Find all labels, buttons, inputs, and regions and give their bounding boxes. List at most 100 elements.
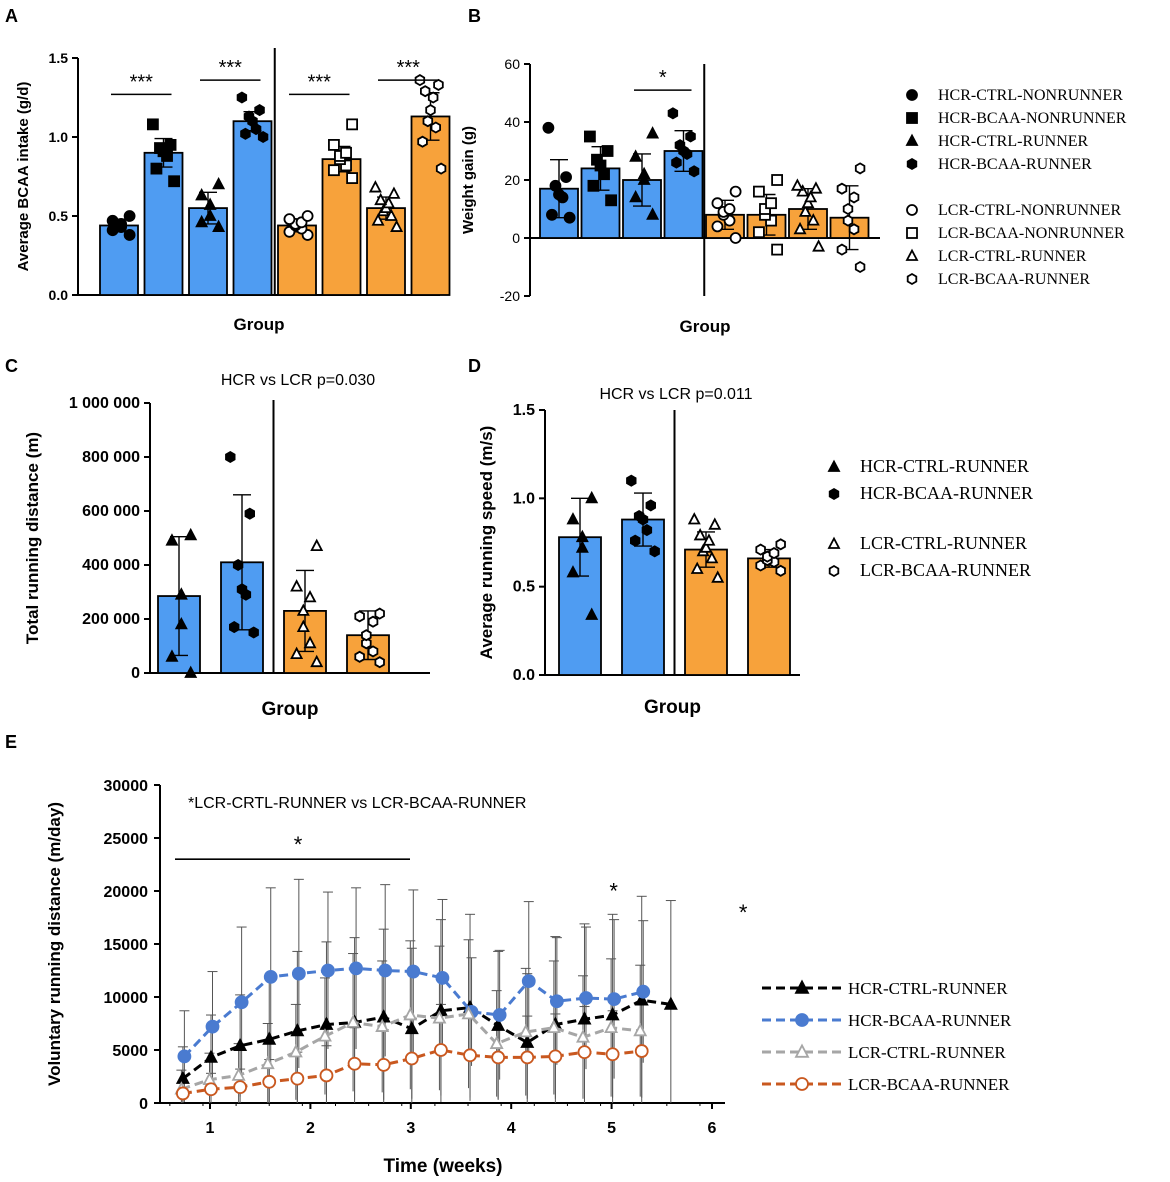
y-tick-label: 1.0 — [513, 490, 535, 507]
y-axis-label: Weight gain (g) — [460, 126, 477, 234]
data-point — [566, 512, 580, 525]
series-line-3 — [182, 1048, 642, 1095]
data-point — [328, 138, 340, 151]
data-point — [175, 1086, 190, 1101]
y-tick-label: 60 — [504, 56, 520, 72]
data-point — [633, 1022, 648, 1037]
significance-stars: *** — [397, 57, 421, 79]
data-point — [605, 194, 618, 207]
data-point — [753, 185, 765, 198]
data-point — [154, 142, 166, 154]
x-tick-label: 3 — [406, 1120, 415, 1137]
data-point — [146, 118, 159, 131]
y-tick-label: 20 — [504, 172, 520, 188]
y-tick-label: 30000 — [104, 778, 149, 795]
data-point — [579, 991, 593, 1005]
panel-e-line-chart: 0 5000 10000 15000 20000 25000 30000 1 2 3 4 5 6 Time… — [45, 778, 748, 1177]
data-point — [195, 188, 209, 201]
data-point — [244, 507, 256, 520]
bar — [143, 151, 184, 296]
data-point — [708, 517, 722, 530]
data-point — [434, 1043, 448, 1057]
panel-label-a: A — [5, 6, 18, 26]
data-point — [629, 189, 643, 203]
y-tick-label: 15000 — [104, 937, 149, 954]
data-point — [346, 118, 359, 131]
data-point — [765, 197, 777, 210]
y-tick-label: 25000 — [104, 831, 149, 848]
panel-label-d: D — [468, 356, 481, 376]
data-point — [404, 1020, 419, 1035]
y-tick-label: 400 000 — [82, 557, 140, 574]
bar — [366, 207, 406, 296]
data-point — [403, 1007, 418, 1021]
data-point — [233, 1037, 248, 1052]
data-point — [711, 220, 724, 233]
legend-marker — [906, 204, 918, 216]
data-point — [165, 649, 179, 662]
y-tick-label: 1.5 — [49, 50, 69, 66]
data-point — [806, 213, 820, 226]
y-tick-label: 1 000 000 — [69, 395, 140, 412]
data-point — [729, 185, 742, 198]
legend-label: LCR-CTRL-RUNNER — [848, 1043, 1006, 1062]
bar — [684, 548, 728, 676]
data-point — [303, 589, 317, 603]
legend-marker — [795, 1077, 809, 1091]
legend-panel-e: HCR-CTRL-RUNNER HCR-BCAA-RUNNER LCR-CTRL-R… — [762, 979, 1012, 1094]
data-point — [236, 91, 248, 104]
significance-stars: *** — [130, 71, 154, 93]
y-axis-label: Total running distance (m) — [23, 432, 42, 644]
y-tick-label: 0 — [131, 665, 140, 682]
data-point — [854, 162, 866, 175]
y-tick-label: 0.5 — [49, 208, 69, 224]
data-point — [563, 211, 576, 224]
data-point — [195, 214, 209, 228]
legend-label: HCR-BCAA-NONRUNNER — [938, 110, 1127, 127]
data-point — [637, 172, 651, 185]
data-point — [688, 165, 700, 178]
data-point — [346, 172, 359, 184]
data-point — [212, 219, 226, 232]
chart-title: *LCR-CRTL-RUNNER vs LCR-BCAA-RUNNER — [188, 795, 526, 812]
chart-title: HCR vs LCR p=0.030 — [221, 372, 375, 389]
data-point — [291, 966, 306, 981]
y-tick-label: 1.5 — [513, 402, 535, 419]
panel-d-bar-chart: 0.0 0.5 1.0 1.5 Group Average running speed (… — [477, 386, 800, 718]
data-point — [549, 179, 562, 192]
y-tick-label: 0.5 — [513, 579, 535, 596]
legend-marker — [828, 564, 840, 578]
data-point — [729, 232, 742, 244]
data-point — [296, 603, 310, 616]
legend-label: LCR-BCAA-RUNNER — [848, 1075, 1010, 1094]
data-point — [626, 474, 637, 487]
data-point — [629, 149, 643, 162]
data-point — [646, 126, 660, 139]
data-point — [347, 1056, 362, 1071]
data-point — [801, 195, 815, 209]
data-point — [548, 1049, 563, 1064]
legend-label: LCR-CTRL-NONRUNNER — [938, 202, 1121, 219]
panel-a-bar-chart: 0.0 0.5 1.0 1.5 Group Average BCAA intake (g/… — [15, 48, 451, 334]
data-point — [518, 1023, 533, 1038]
x-tick-label: 2 — [306, 1120, 315, 1137]
legend-label: HCR-CTRL-NONRUNNER — [938, 87, 1123, 104]
x-axis-label: Group — [234, 315, 285, 334]
y-axis-label: Average running speed (m/s) — [477, 426, 496, 660]
data-point — [417, 135, 428, 148]
data-point — [848, 223, 860, 236]
significance-star: * — [609, 879, 618, 904]
data-point — [290, 579, 304, 592]
data-point — [649, 545, 660, 558]
data-point — [775, 564, 786, 577]
data-point — [367, 645, 379, 658]
data-point — [390, 219, 404, 232]
data-point — [346, 1014, 361, 1028]
x-axis-label: Group — [680, 317, 731, 336]
data-point — [376, 1057, 391, 1072]
data-point — [283, 213, 296, 226]
legend-label: HCR-BCAA-RUNNER — [860, 483, 1033, 503]
legend-label: HCR-CTRL-RUNNER — [938, 133, 1089, 150]
data-point — [374, 192, 388, 206]
